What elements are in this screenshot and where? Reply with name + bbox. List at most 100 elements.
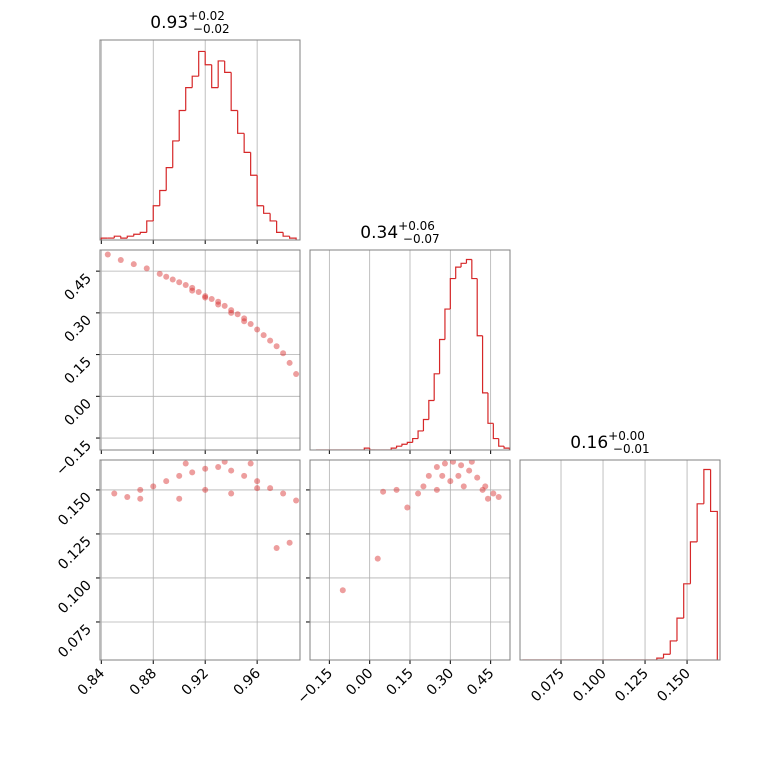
scatter-point [460, 483, 467, 490]
scatter-point [234, 311, 241, 318]
scatter-point [215, 464, 222, 471]
scatter-point [241, 315, 248, 322]
scatter-point [484, 495, 491, 502]
histogram-step [498, 438, 505, 447]
panel-background [100, 460, 300, 660]
histogram-step [449, 277, 456, 310]
histogram-step [471, 259, 478, 280]
marks [522, 468, 718, 660]
marks [104, 251, 300, 378]
histogram-step [369, 448, 376, 450]
scatter-point [254, 326, 261, 333]
histogram-step [133, 233, 141, 237]
y-tick-label: 0.150 [55, 489, 95, 529]
scatter-point [176, 279, 183, 286]
scatter-point [182, 460, 189, 467]
histogram-step [656, 657, 664, 660]
scatter-point [267, 485, 274, 492]
scatter-point [482, 483, 489, 490]
marks [339, 460, 502, 594]
histogram-step [460, 262, 467, 268]
scatter-point [215, 298, 222, 305]
x-tick-label: 0.96 [231, 665, 264, 698]
histogram-step [237, 110, 245, 134]
histogram-step [669, 640, 677, 655]
y-tick-label: 0.00 [61, 396, 94, 429]
histogram-step [243, 133, 251, 153]
scatter-point [202, 293, 209, 300]
scatter-point [495, 493, 502, 500]
scatter-point [466, 467, 473, 474]
title-lower: −0.07 [403, 232, 440, 246]
title-upper: +0.00 [608, 429, 645, 443]
histogram-step [100, 237, 108, 240]
scatter-point [221, 302, 228, 309]
histogram-step [412, 437, 419, 443]
panel-frame [519, 459, 721, 661]
histogram-step [172, 140, 180, 168]
scatter-point [111, 490, 118, 497]
panel: 0.93+0.02 −0.02 [99, 9, 301, 244]
x-tick-label: 0.84 [75, 665, 108, 698]
scatter-point [441, 460, 448, 467]
histogram-step [211, 64, 219, 89]
x-tick-label: 0.30 [424, 666, 457, 699]
scatter-point [228, 307, 235, 314]
scatter-point [130, 261, 137, 268]
x-tick-label: 0.45 [464, 666, 497, 699]
scatter-point [143, 265, 150, 272]
histogram-step [185, 87, 193, 111]
title-value: 0.34 [360, 223, 398, 243]
histogram-step [455, 266, 462, 279]
scatter-point [202, 294, 209, 301]
histogram-step [230, 72, 238, 112]
histogram-step [113, 235, 121, 239]
histogram-step [465, 258, 472, 264]
histogram-step [152, 205, 160, 221]
panel: 0.075 0.100 0.125 0.150 0.16+0.00 −0.01 [519, 429, 721, 706]
scatter-point [254, 478, 261, 485]
title-upper: +0.06 [398, 219, 435, 233]
x-tick-label: 0.075 [528, 666, 568, 706]
histogram-step [689, 541, 698, 584]
panel-frame [99, 39, 301, 241]
title-value: 0.93 [150, 13, 188, 33]
panel-frame [309, 249, 511, 451]
histogram-step [481, 335, 488, 394]
scatter-point [163, 273, 170, 280]
histogram-step [676, 617, 684, 641]
scatter-point [393, 486, 400, 493]
scatter-point [339, 587, 346, 594]
scatter-point [374, 555, 381, 562]
scatter-point [286, 359, 293, 366]
panel-background [100, 250, 300, 450]
panel-background [100, 40, 300, 240]
histogram-step [204, 51, 212, 66]
scatter-point [447, 478, 454, 485]
x-tick-label: 0.00 [343, 666, 376, 699]
histogram-step [191, 75, 199, 88]
y-tick-label: 0.125 [55, 533, 95, 573]
scatter-point [439, 472, 446, 479]
panel-frame [99, 459, 301, 661]
histogram-step [709, 469, 718, 660]
histogram-step [696, 503, 704, 542]
scatter-point [221, 460, 228, 465]
scatter-point [380, 488, 387, 495]
histogram-step [165, 167, 173, 191]
scatter-point [458, 462, 465, 469]
scatter-point [433, 486, 440, 493]
scatter-point [182, 282, 189, 289]
scatter-point [117, 257, 124, 264]
panel-frame [99, 249, 301, 451]
scatter-point [455, 472, 462, 479]
histogram-step [428, 399, 435, 420]
scatter-point [468, 460, 475, 465]
histogram-step [250, 152, 258, 176]
histogram-step [289, 236, 297, 240]
scatter-point [247, 460, 254, 467]
scatter-point [215, 301, 222, 308]
